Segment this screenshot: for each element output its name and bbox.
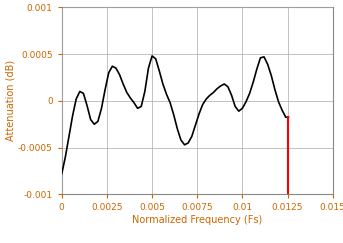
- Y-axis label: Attenuation (dB): Attenuation (dB): [5, 60, 15, 141]
- X-axis label: Normalized Frequency (Fs): Normalized Frequency (Fs): [132, 215, 262, 225]
